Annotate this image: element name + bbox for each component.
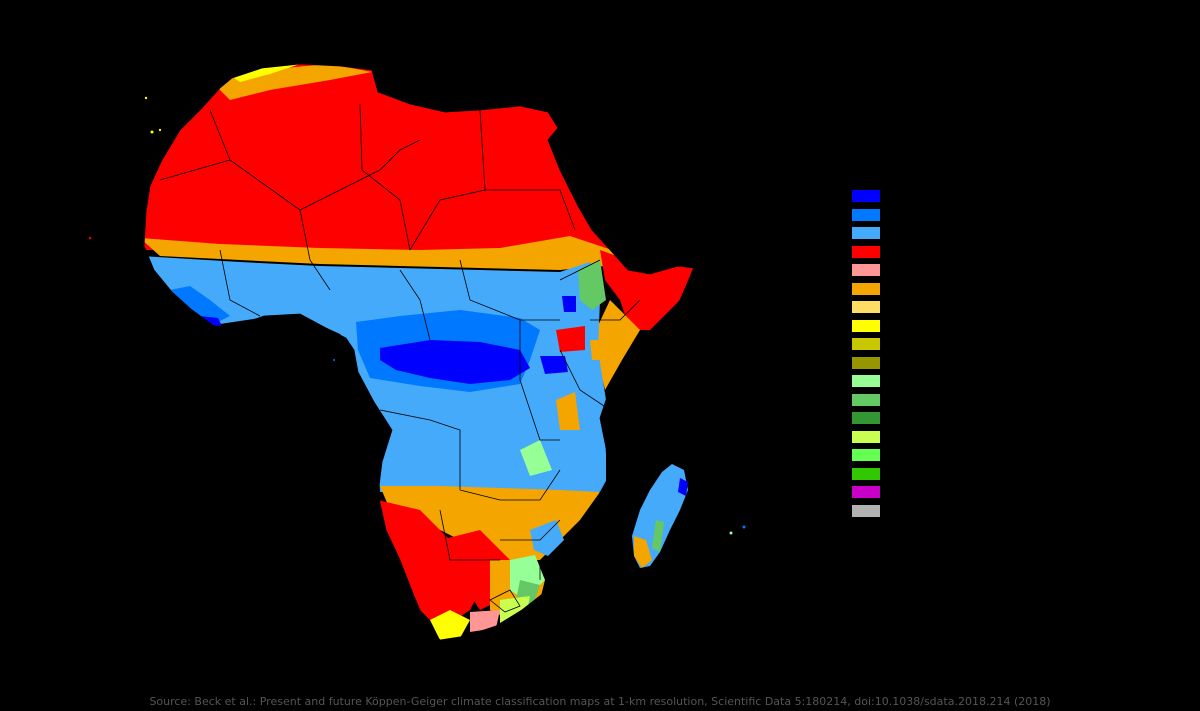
legend-swatch (852, 504, 880, 517)
legend-swatch (852, 430, 880, 443)
zone-cfa-eastcape (500, 596, 530, 624)
zone-bwh-sahara (144, 64, 694, 250)
legend-swatch (852, 208, 880, 221)
zone-af-madagascar (678, 478, 688, 496)
legend-swatch (852, 375, 880, 387)
country-borders (159, 103, 641, 613)
legend-swatch (852, 338, 880, 350)
zone-bwh-turkana (556, 326, 585, 352)
zone-af-congo (380, 340, 530, 384)
zone-bwk-karoo (470, 610, 500, 632)
legend-swatch (852, 467, 880, 480)
zone-aw-mozambique (530, 520, 564, 556)
islands (88, 96, 746, 535)
legend-swatch (852, 190, 880, 202)
island-saotome (333, 359, 335, 361)
climate-legend (852, 190, 882, 523)
zone-bsh-madagascar (634, 536, 652, 568)
africa-coastline (143, 63, 695, 641)
source-citation: Source: Beck et al.: Present and future … (149, 695, 1051, 708)
zone-bsh-kenya (590, 340, 604, 360)
island-reunion (729, 531, 733, 535)
legend-swatch (852, 393, 880, 406)
legend-swatch (852, 356, 880, 369)
zone-bwh-namib (378, 500, 480, 630)
legend-swatch (852, 301, 880, 313)
island-madeira (144, 96, 148, 100)
legend-swatch (852, 245, 880, 258)
island-canary-1 (150, 130, 154, 134)
zone-cwb-madagascar (652, 520, 664, 552)
zone-bsh-tanzania (556, 392, 580, 430)
legend-swatch (852, 449, 880, 461)
zone-bsh-sahel (144, 236, 625, 270)
zone-csa-maghreb (228, 64, 300, 82)
zone-am-westafrica (170, 286, 230, 324)
legend-swatch (852, 486, 880, 498)
zone-bsh-eastafrica (596, 300, 640, 390)
zone-af-eastafrica (562, 296, 576, 312)
legend-swatch (852, 282, 880, 295)
zone-csa-cape (430, 610, 470, 640)
legend-swatch (852, 319, 880, 332)
legend-swatch (852, 412, 880, 424)
legend-swatch (852, 264, 880, 276)
island-canary-2 (158, 128, 162, 132)
zone-cwb-ethiopia (578, 260, 606, 310)
zone-af-lake (540, 356, 568, 374)
island-mauritius (742, 525, 746, 529)
madagascar (632, 464, 688, 568)
legend-swatch (852, 227, 880, 239)
zone-cwa-malawi (520, 440, 552, 476)
island-capeverde (88, 236, 92, 240)
zone-bwh-horn (600, 250, 694, 330)
